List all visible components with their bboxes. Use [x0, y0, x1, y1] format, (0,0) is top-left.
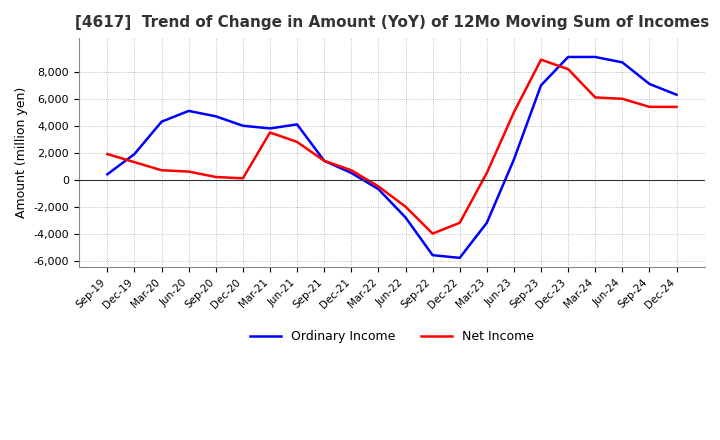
Legend: Ordinary Income, Net Income: Ordinary Income, Net Income [245, 325, 539, 348]
Ordinary Income [347, 170, 356, 176]
Net Income [564, 66, 572, 72]
Net Income [401, 204, 410, 209]
Net Income [266, 130, 274, 135]
Ordinary Income [266, 126, 274, 131]
Ordinary Income [293, 122, 302, 127]
Line: Net Income: Net Income [107, 60, 677, 234]
Y-axis label: Amount (million yen): Amount (million yen) [15, 87, 28, 218]
Ordinary Income [212, 114, 220, 119]
Line: Ordinary Income: Ordinary Income [107, 57, 677, 258]
Net Income [103, 151, 112, 157]
Ordinary Income [591, 55, 600, 60]
Ordinary Income [374, 187, 383, 192]
Net Income [428, 231, 437, 236]
Ordinary Income [672, 92, 681, 97]
Net Income [455, 220, 464, 225]
Net Income [374, 184, 383, 189]
Net Income [157, 168, 166, 173]
Ordinary Income [536, 83, 545, 88]
Net Income [645, 104, 654, 110]
Net Income [347, 168, 356, 173]
Ordinary Income [455, 255, 464, 260]
Net Income [212, 174, 220, 180]
Net Income [672, 104, 681, 110]
Net Income [591, 95, 600, 100]
Ordinary Income [320, 158, 328, 163]
Net Income [293, 139, 302, 145]
Net Income [238, 176, 247, 181]
Net Income [536, 57, 545, 62]
Ordinary Income [482, 220, 491, 225]
Ordinary Income [401, 215, 410, 220]
Ordinary Income [618, 60, 626, 65]
Ordinary Income [184, 108, 193, 114]
Net Income [482, 170, 491, 176]
Title: [4617]  Trend of Change in Amount (YoY) of 12Mo Moving Sum of Incomes: [4617] Trend of Change in Amount (YoY) o… [75, 15, 709, 30]
Ordinary Income [130, 151, 139, 157]
Net Income [130, 160, 139, 165]
Ordinary Income [428, 253, 437, 258]
Ordinary Income [238, 123, 247, 128]
Net Income [510, 110, 518, 115]
Net Income [184, 169, 193, 174]
Ordinary Income [103, 172, 112, 177]
Ordinary Income [157, 119, 166, 125]
Net Income [320, 158, 328, 163]
Ordinary Income [564, 55, 572, 60]
Ordinary Income [510, 157, 518, 162]
Ordinary Income [645, 81, 654, 87]
Net Income [618, 96, 626, 102]
